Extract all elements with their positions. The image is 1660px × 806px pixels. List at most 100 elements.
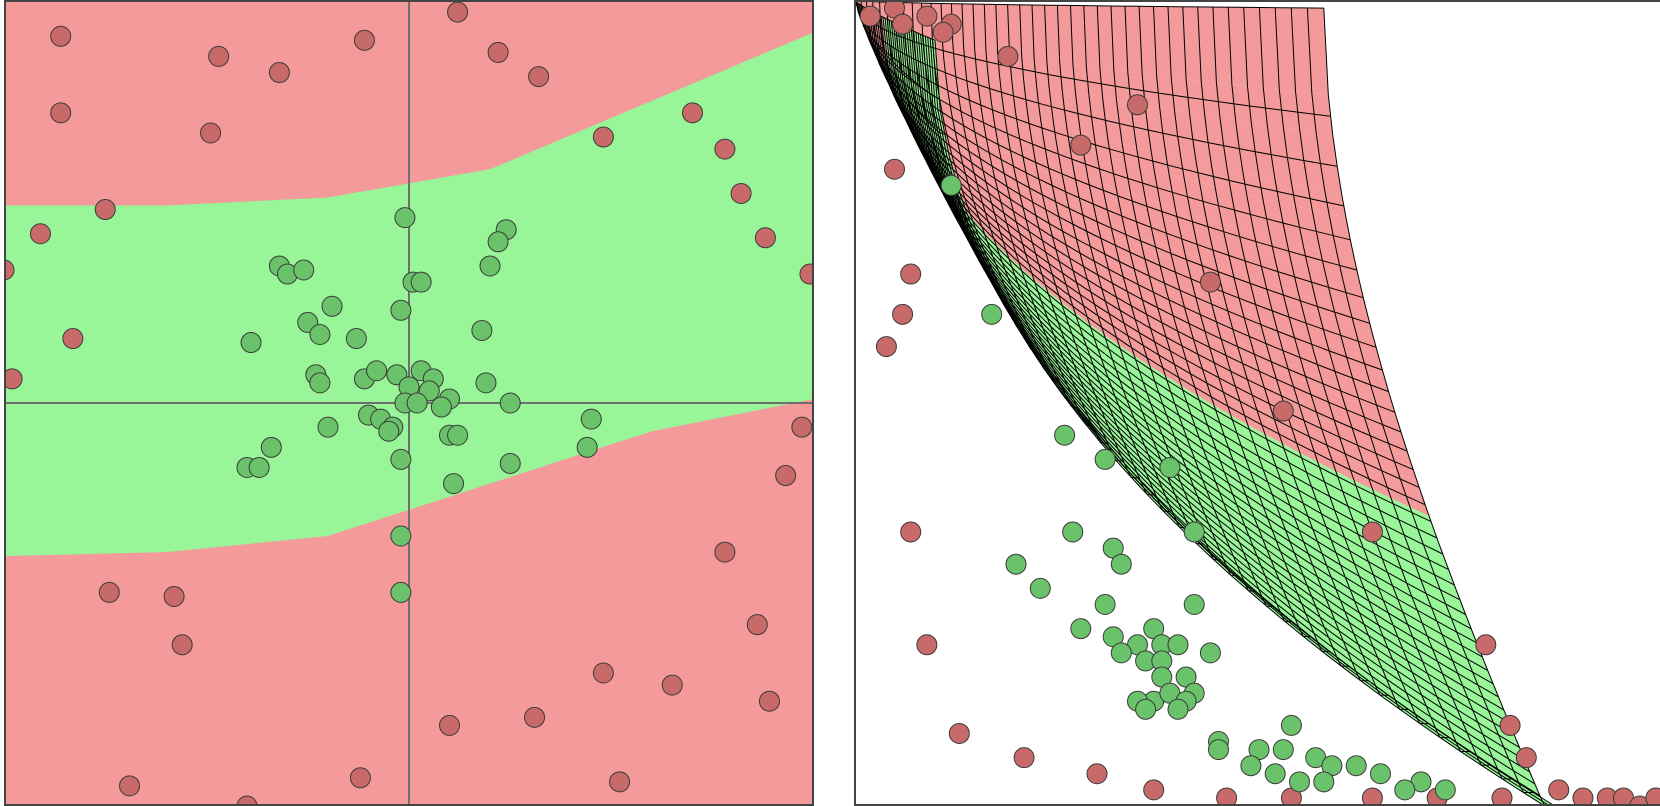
right-chart-panel	[854, 0, 1660, 806]
red-data-point	[714, 541, 736, 563]
green-data-point	[475, 372, 497, 394]
green-data-point	[1264, 763, 1286, 785]
green-data-point	[1199, 642, 1221, 664]
red-data-point	[1361, 521, 1383, 543]
red-data-point	[1361, 787, 1383, 806]
red-data-point	[859, 5, 881, 27]
red-data-point	[932, 21, 954, 43]
red-data-point	[50, 25, 72, 47]
red-data-point	[268, 62, 290, 84]
green-data-point	[317, 416, 339, 438]
red-data-point	[1143, 779, 1165, 801]
green-data-point	[1167, 634, 1189, 656]
green-data-point	[260, 436, 282, 458]
red-data-point	[1070, 134, 1092, 156]
green-data-point	[1272, 739, 1294, 761]
green-data-point	[240, 332, 262, 354]
mesh-line	[913, 31, 1510, 724]
red-region-cell	[861, 5, 1364, 298]
green-data-point	[309, 323, 331, 345]
green-data-point	[309, 372, 331, 394]
red-data-point	[349, 767, 371, 789]
green-data-point	[1005, 553, 1027, 575]
green-data-point	[390, 525, 412, 547]
green-data-point	[1110, 642, 1132, 664]
mesh-line	[924, 36, 1536, 785]
red-data-point	[714, 138, 736, 160]
green-data-point	[394, 207, 416, 229]
green-data-point	[293, 259, 315, 281]
green-data-point	[390, 299, 412, 321]
red-data-point	[997, 45, 1019, 67]
red-data-point	[439, 714, 460, 736]
red-data-point	[1272, 400, 1294, 422]
red-data-point	[730, 182, 752, 204]
red-data-point	[4, 368, 23, 390]
green-data-point	[321, 295, 343, 317]
red-region-cell	[860, 4, 1359, 280]
mesh-line	[929, 38, 1546, 806]
red-data-point	[682, 102, 703, 124]
red-data-point	[50, 102, 72, 124]
red-data-point	[200, 122, 222, 144]
red-data-point	[29, 223, 51, 245]
green-data-point	[499, 392, 521, 414]
green-points-series	[236, 207, 602, 603]
green-data-point	[1313, 771, 1335, 793]
red-region-cell	[855, 1, 1338, 167]
green-data-point	[1289, 771, 1310, 793]
red-data-point	[799, 263, 814, 285]
red-data-point	[1013, 747, 1035, 769]
green-data-point	[1094, 448, 1116, 470]
red-data-point	[171, 634, 193, 656]
mesh-line	[917, 33, 1520, 749]
green-data-point	[1094, 594, 1116, 615]
red-region-cell	[854, 0, 1329, 95]
green-data-point	[443, 473, 465, 495]
red-data-point	[487, 41, 509, 63]
red-data-point	[119, 775, 141, 797]
green-data-point	[1110, 553, 1132, 575]
red-data-point	[1629, 795, 1651, 806]
red-data-point	[1086, 763, 1108, 785]
mesh-line	[908, 29, 1499, 698]
mesh-line	[934, 40, 1555, 806]
plot-frame	[854, 0, 1660, 806]
green-data-point	[447, 424, 469, 446]
red-data-point	[1199, 271, 1221, 293]
red-data-point	[236, 795, 258, 806]
green-data-point	[1208, 739, 1229, 761]
red-data-point	[754, 227, 776, 249]
red-data-point	[892, 303, 914, 325]
right-scatter-chart	[854, 0, 1660, 806]
green-data-point	[1167, 698, 1189, 720]
red-data-point	[1216, 787, 1238, 806]
red-data-point	[916, 5, 938, 27]
green-data-point	[1434, 779, 1456, 801]
green-data-point	[1062, 521, 1084, 543]
red-data-point	[948, 722, 970, 744]
mesh-line	[858, 3, 1351, 241]
green-data-point	[430, 396, 452, 418]
red-data-point	[758, 690, 780, 712]
mesh-line	[915, 32, 1515, 736]
red-region-cell	[858, 3, 1351, 240]
mesh-line	[932, 39, 1551, 806]
green-data-point	[981, 303, 1003, 325]
red-data-point	[4, 259, 15, 281]
red-data-point	[1645, 787, 1660, 806]
green-data-point	[576, 436, 598, 458]
red-region-cell	[856, 2, 1342, 194]
red-data-point	[884, 158, 905, 180]
mesh-line	[867, 9, 1383, 371]
red-data-point	[1475, 634, 1497, 656]
green-data-point	[580, 408, 602, 430]
red-data-point	[592, 126, 614, 148]
red-data-point	[916, 634, 938, 656]
green-data-point	[1240, 755, 1262, 777]
red-data-point	[892, 13, 914, 35]
green-points-series	[940, 174, 1456, 801]
red-data-point	[1515, 747, 1537, 769]
red-data-point	[900, 263, 922, 285]
green-data-point	[1159, 456, 1181, 478]
